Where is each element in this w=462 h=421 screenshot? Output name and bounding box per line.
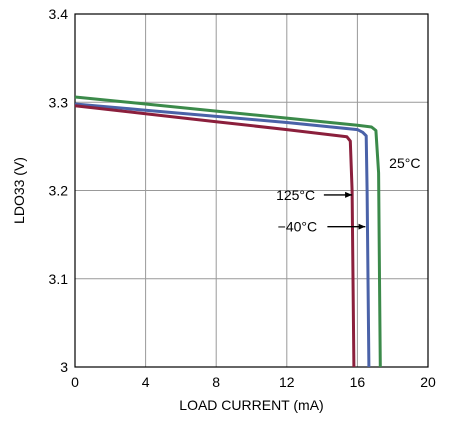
series-line [74, 104, 356, 368]
x-tick-labels: 0 4 8 12 16 20 [71, 374, 436, 390]
series-line [74, 102, 371, 368]
annotation-label: −40°C [278, 219, 317, 235]
plot-frame [74, 13, 429, 368]
x-axis-label: LOAD CURRENT (mA) [179, 397, 323, 413]
y-tick-label: 3.3 [49, 94, 69, 110]
x-tick-label: 4 [142, 374, 150, 390]
x-tick-label: 8 [212, 374, 220, 390]
y-tick-label: 3.1 [49, 271, 69, 287]
series-line [74, 95, 382, 368]
x-tick-label: 12 [279, 374, 295, 390]
y-tick-labels: 3 3.1 3.2 3.3 3.4 [49, 6, 69, 375]
x-tick-label: 0 [71, 374, 79, 390]
y-tick-label: 3 [60, 359, 68, 375]
annotation-label: 125°C [276, 187, 315, 203]
grid [74, 13, 429, 368]
y-tick-label: 3.4 [49, 6, 69, 22]
annotations: 25°C 125°C −40°C [276, 155, 420, 235]
y-axis-label: LDO33 (V) [11, 157, 27, 224]
y-tick-label: 3.2 [49, 183, 69, 199]
x-tick-label: 16 [350, 374, 366, 390]
annotation-label: 25°C [389, 155, 420, 171]
x-tick-label: 20 [420, 374, 436, 390]
series-lines [74, 95, 382, 368]
